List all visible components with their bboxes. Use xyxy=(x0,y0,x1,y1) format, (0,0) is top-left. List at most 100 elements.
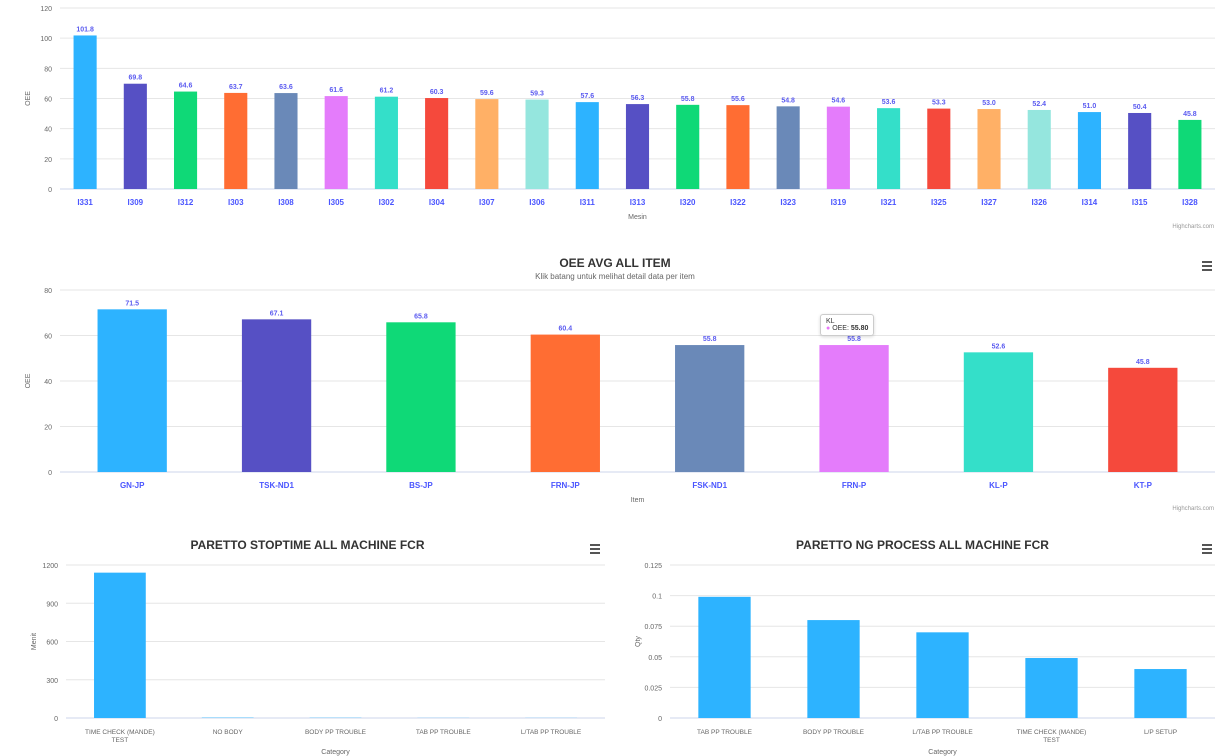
y-tick-label: 300 xyxy=(46,678,58,685)
x-tick-label: I308 xyxy=(278,198,294,207)
bar xyxy=(676,104,700,189)
y-tick-label: 60 xyxy=(44,97,52,104)
y-tick-label: 100 xyxy=(40,36,52,43)
y-axis-title: OEE xyxy=(25,91,32,106)
x-tick-label: FRN-JP xyxy=(551,481,581,490)
bar xyxy=(530,334,600,472)
chart-menu-icon[interactable] xyxy=(590,544,600,554)
tooltip-header: KL xyxy=(826,318,835,325)
x-tick-label: NO BODY xyxy=(213,729,244,736)
chart-paretto-ng-process: PARETTO NG PROCESS ALL MACHINE FCR 0 0.02… xyxy=(615,530,1230,756)
x-tick-label: TIME CHECK (MANDE) xyxy=(85,729,155,736)
data-label: 55.8 xyxy=(847,336,861,343)
x-tick-label: I326 xyxy=(1031,198,1047,207)
x-tick-label: I323 xyxy=(780,198,796,207)
data-label: 101.8 xyxy=(76,26,94,33)
x-tick-label: I319 xyxy=(831,198,847,207)
y-tick-label: 0 xyxy=(48,470,52,477)
data-label: 54.8 xyxy=(781,97,795,104)
data-label: 45.8 xyxy=(1183,111,1197,118)
bar xyxy=(776,106,800,189)
chart-oee-per-machine-svg: 0 20 40 60 80 100 120 OEE 101.8 I331 69.8 I309 64.6 I… xyxy=(25,6,1215,221)
credits-text[interactable]: Highcharts.com xyxy=(1172,506,1214,512)
y-tick-label: 20 xyxy=(44,425,52,432)
x-tick-label: I306 xyxy=(529,198,545,207)
bar xyxy=(877,108,901,189)
data-label: 63.7 xyxy=(229,84,243,91)
data-label: 54.6 xyxy=(832,98,846,105)
bar xyxy=(1027,109,1051,189)
y-tick-label: 0.075 xyxy=(644,624,662,631)
data-label: 52.6 xyxy=(992,343,1006,350)
tooltip-series: OEE xyxy=(832,325,847,332)
x-tick-label: I314 xyxy=(1082,198,1098,207)
tooltip-dot-icon: ● xyxy=(826,325,831,332)
bar xyxy=(425,98,449,189)
chart-title: PARETTO NG PROCESS ALL MACHINE FCR xyxy=(796,538,1049,552)
bar xyxy=(525,99,549,189)
credits-text[interactable]: Highcharts.com xyxy=(1172,224,1214,230)
x-tick-label: I303 xyxy=(228,198,244,207)
chart-subtitle: Klik batang untuk melihat detail data pe… xyxy=(535,272,695,281)
y-tick-label: 0.05 xyxy=(648,655,662,662)
data-label: 55.6 xyxy=(731,96,745,103)
x-tick-label: I313 xyxy=(630,198,646,207)
bar xyxy=(1178,119,1202,189)
chart-paretto-stoptime: PARETTO STOPTIME ALL MACHINE FCR 0 300 600… xyxy=(0,530,615,756)
data-label: 55.8 xyxy=(681,96,695,103)
data-label: 50.4 xyxy=(1133,104,1147,111)
x-tick-label: I315 xyxy=(1132,198,1148,207)
data-label: 56.3 xyxy=(631,95,645,102)
y-tick-label: 0 xyxy=(658,716,662,723)
bar xyxy=(963,352,1034,472)
x-tick-label: I327 xyxy=(981,198,997,207)
bar xyxy=(1025,658,1078,718)
bar xyxy=(1108,367,1178,472)
x-tick-label: I304 xyxy=(429,198,445,207)
x-axis-title: Category xyxy=(321,749,350,756)
bar xyxy=(173,91,198,189)
y-axis-title: Menit xyxy=(31,633,38,650)
y-tick-label: 60 xyxy=(44,334,52,341)
chart-menu-icon[interactable] xyxy=(1202,544,1212,554)
data-label: 55.8 xyxy=(703,336,717,343)
bar xyxy=(726,105,750,189)
bar xyxy=(977,109,1001,189)
tooltip-value: 55.80 xyxy=(850,325,869,332)
y-tick-label: 40 xyxy=(44,127,52,134)
data-label: 53.6 xyxy=(882,99,896,106)
data-label: 59.3 xyxy=(530,91,544,98)
data-label: 53.3 xyxy=(932,100,946,107)
x-tick-label: TEST xyxy=(112,737,129,744)
data-label: 57.6 xyxy=(580,93,594,100)
chart-paretto-ng-process-svg: 0 0.025 0.05 0.075 0.1 0.125 Qty TAB PP TROUBLE… xyxy=(635,563,1215,756)
x-tick-label: I321 xyxy=(881,198,897,207)
chart-oee-avg-all-item-svg: 0 20 40 60 80 OEE 71.5 GN-JP 67.1 TSK-ND1 65.8 BS-J… xyxy=(25,288,1215,504)
bar xyxy=(1128,112,1152,189)
bar xyxy=(374,96,398,189)
bar xyxy=(575,102,599,189)
data-label: 52.4 xyxy=(1032,101,1046,108)
bar xyxy=(475,99,499,189)
data-label: 61.2 xyxy=(380,88,394,95)
y-tick-label: 600 xyxy=(46,640,58,647)
x-tick-label: TSK-ND1 xyxy=(259,481,294,490)
x-tick-label: BS-JP xyxy=(409,481,433,490)
chart-menu-icon[interactable] xyxy=(1202,261,1212,271)
x-tick-label: BODY PP TROUBLE xyxy=(305,729,367,736)
data-label: 63.6 xyxy=(279,84,293,91)
bar xyxy=(324,96,348,189)
y-tick-label: 80 xyxy=(44,66,52,73)
bar xyxy=(1134,669,1187,718)
data-label: 61.6 xyxy=(329,87,343,94)
data-label: 67.1 xyxy=(270,310,284,317)
x-tick-label: I307 xyxy=(479,198,495,207)
y-tick-label: 1200 xyxy=(42,563,58,570)
data-label: 65.8 xyxy=(414,313,428,320)
x-tick-label: I312 xyxy=(178,198,194,207)
bar xyxy=(274,93,298,189)
chart-oee-avg-all-item: OEE AVG ALL ITEM Klik batang untuk melih… xyxy=(0,248,1230,518)
x-tick-label: TIME CHECK (MANDE) xyxy=(1017,729,1087,736)
chart-paretto-stoptime-svg: 0 300 600 900 1200 Menit TIME CHECK (MANDE)TES… xyxy=(31,563,605,756)
y-tick-label: 120 xyxy=(40,6,52,13)
